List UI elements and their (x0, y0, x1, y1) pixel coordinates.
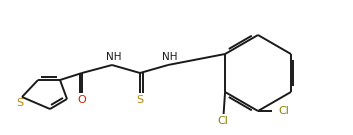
Text: Cl: Cl (279, 106, 289, 116)
Text: NH: NH (162, 52, 178, 62)
Text: S: S (17, 98, 24, 108)
Text: S: S (137, 95, 144, 105)
Text: NH: NH (106, 52, 122, 62)
Text: Cl: Cl (217, 116, 228, 126)
Text: O: O (78, 95, 86, 105)
